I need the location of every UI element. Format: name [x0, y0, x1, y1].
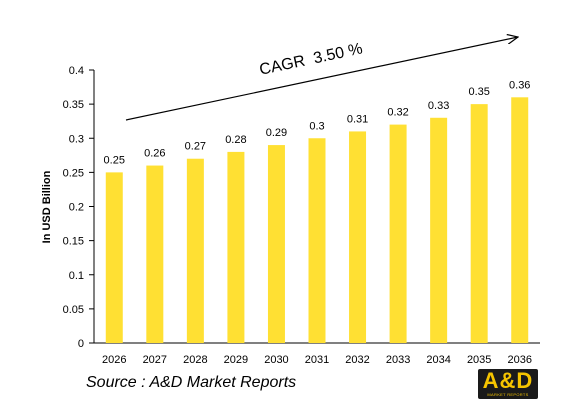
logo-subtext: MARKET REPORTS [487, 392, 529, 397]
data-label: 0.3 [309, 120, 324, 132]
y-tick-label: 0 [78, 338, 84, 350]
bar [470, 104, 488, 343]
x-tick-label: 2027 [143, 354, 167, 366]
y-tick-label: 0.1 [69, 270, 84, 282]
x-axis: 2026 2027 2028 2029 2030 2031 2032 2033 2034 2035… [94, 342, 540, 366]
y-tick-label: 0.25 [63, 167, 84, 179]
y-tick-label: 0.35 [63, 99, 84, 111]
bar [227, 151, 245, 343]
bar [511, 97, 529, 343]
bar [308, 138, 326, 343]
y-tick-label: 0.2 [69, 202, 84, 214]
x-tick-label: 2030 [264, 354, 288, 366]
logo-text: A&D [482, 368, 534, 393]
data-label: 0.33 [428, 100, 449, 112]
data-labels: 0.25 0.26 0.27 0.28 0.29 0.3 0.31 0.32 0.33 0.35 0… [104, 79, 531, 166]
bars [105, 97, 529, 344]
data-label: 0.35 [468, 86, 489, 98]
y-tick-label: 0.15 [63, 236, 84, 248]
data-label: 0.31 [347, 113, 368, 125]
bar [105, 172, 123, 343]
data-label: 0.26 [144, 148, 165, 160]
data-label: 0.32 [387, 107, 408, 119]
y-axis-title: In USD Billion [41, 170, 53, 243]
cagr-arrow [125, 37, 518, 121]
bar [349, 131, 367, 343]
x-tick-label: 2031 [305, 354, 329, 366]
x-tick-label: 2028 [183, 354, 207, 366]
data-label: 0.27 [185, 141, 206, 153]
data-label: 0.29 [266, 127, 287, 139]
data-label: 0.28 [225, 134, 246, 146]
brand-logo: A&D MARKET REPORTS [478, 368, 538, 399]
bar [430, 117, 448, 344]
x-tick-label: 2036 [507, 354, 531, 366]
bar [267, 145, 285, 343]
x-tick-label: 2032 [345, 354, 369, 366]
x-tick-label: 2033 [386, 354, 410, 366]
source-note: Source : A&D Market Reports [86, 374, 297, 391]
x-tick-label: 2029 [224, 354, 248, 366]
x-tick-label: 2026 [102, 354, 126, 366]
y-axis: 0 0.05 0.1 0.15 0.2 0.25 0.3 0.35 0.4 [63, 65, 95, 350]
y-tick-label: 0.05 [63, 304, 84, 316]
y-tick-label: 0.3 [69, 133, 84, 145]
y-tick-label: 0.4 [69, 65, 84, 77]
data-label: 0.36 [509, 79, 530, 91]
bar [146, 165, 164, 343]
bar [186, 158, 204, 343]
x-tick-label: 2035 [467, 354, 491, 366]
bar [389, 124, 407, 343]
x-tick-label: 2034 [426, 354, 450, 366]
data-label: 0.25 [104, 154, 125, 166]
